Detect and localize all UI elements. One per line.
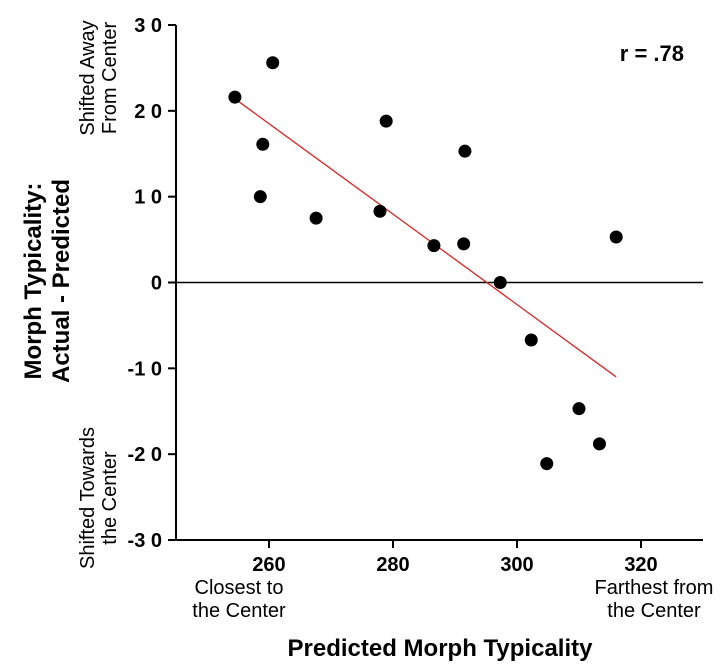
data-point [379, 114, 393, 128]
data-point [373, 204, 387, 218]
x-annotation-left-line-1: Closest to [195, 577, 284, 599]
y-annotation-top-line-2: From Center [99, 22, 121, 135]
y-axis-ticks: 3 0 2 0 1 0 0 -1 0 -2 0 -3 0 [128, 15, 176, 552]
y-annotation-bottom-line-2: the Center [99, 451, 121, 545]
data-point [540, 457, 554, 471]
x-annotation-left-line-2: the Center [192, 600, 286, 622]
x-tick-label: 300 [500, 554, 533, 576]
data-point [458, 144, 472, 158]
data-point [524, 333, 538, 347]
y-tick-label: 3 0 [134, 15, 162, 37]
y-tick-label: -1 0 [128, 358, 162, 380]
y-annotation-top-line-1: Shifted Away [77, 20, 99, 135]
y-tick-label: -3 0 [128, 530, 162, 552]
data-point [493, 276, 507, 289]
x-axis-title: Predicted Morph Typicality [288, 635, 594, 662]
data-point [266, 56, 280, 70]
y-tick-label: 0 [151, 273, 162, 295]
data-points [228, 56, 623, 471]
x-tick-label: 260 [252, 554, 285, 576]
correlation-label: r = .78 [620, 41, 684, 66]
data-point [572, 402, 586, 416]
y-annotation-bottom-line-1: Shifted Towards [77, 427, 99, 569]
data-point [228, 90, 242, 104]
y-tick-label: 1 0 [134, 187, 162, 209]
x-tick-label: 320 [624, 554, 657, 576]
y-tick-label: -2 0 [128, 444, 162, 466]
fit-line [234, 98, 617, 378]
x-annotation-right-line-1: Farthest from [595, 577, 714, 599]
y-axis-title-line-2: Actual - Predicted [48, 179, 75, 383]
data-point [253, 190, 267, 204]
y-tick-label: 2 0 [134, 101, 162, 123]
regression-line [234, 98, 617, 378]
data-point [427, 239, 441, 253]
x-tick-label: 280 [376, 554, 409, 576]
data-point [309, 211, 323, 225]
data-point [592, 437, 606, 451]
y-axis-title-line-1: Morph Typicality: [20, 183, 47, 380]
x-axis-ticks: 260 280 300 320 [252, 540, 658, 576]
data-point [609, 230, 623, 244]
data-point [256, 137, 270, 151]
data-point [457, 237, 471, 251]
x-annotation-right-line-2: the Center [607, 600, 701, 622]
